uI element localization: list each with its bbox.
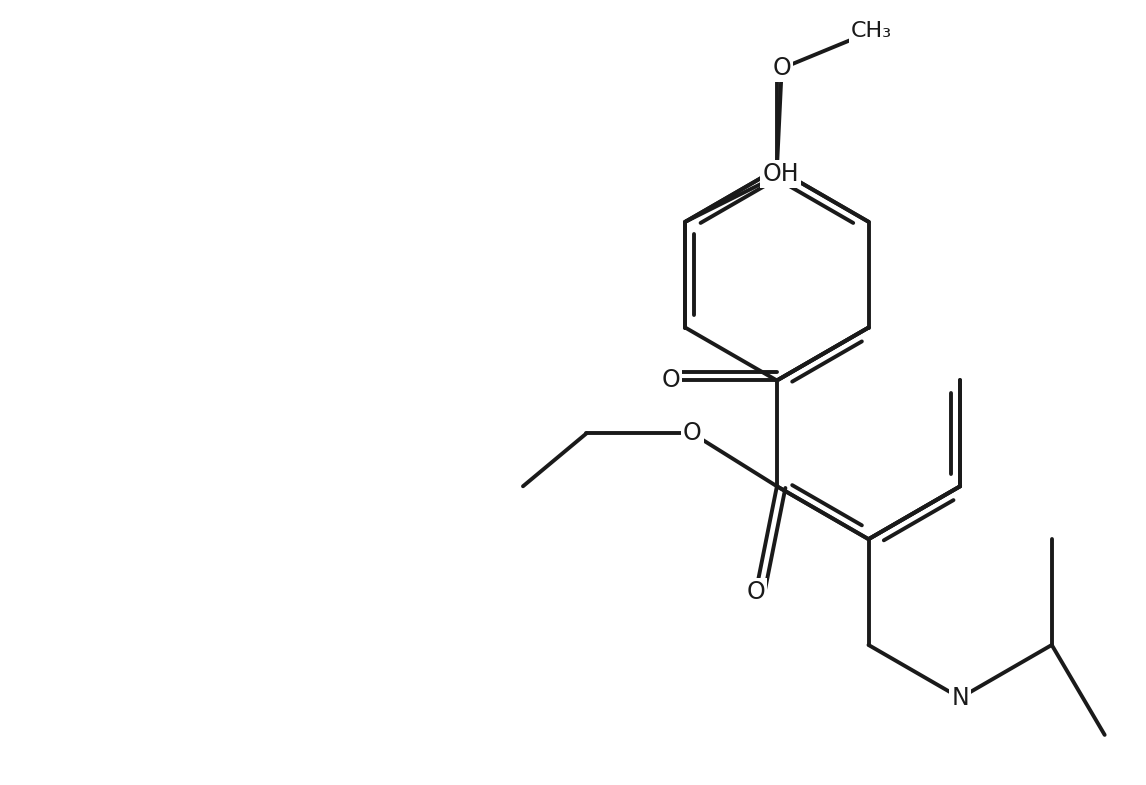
Text: CH₃: CH₃ xyxy=(851,21,893,42)
Text: O: O xyxy=(772,57,791,80)
Text: O: O xyxy=(683,422,701,445)
Text: O: O xyxy=(746,580,766,604)
Text: O: O xyxy=(661,368,681,392)
Text: N: N xyxy=(951,686,970,710)
Text: OH: OH xyxy=(762,162,799,186)
